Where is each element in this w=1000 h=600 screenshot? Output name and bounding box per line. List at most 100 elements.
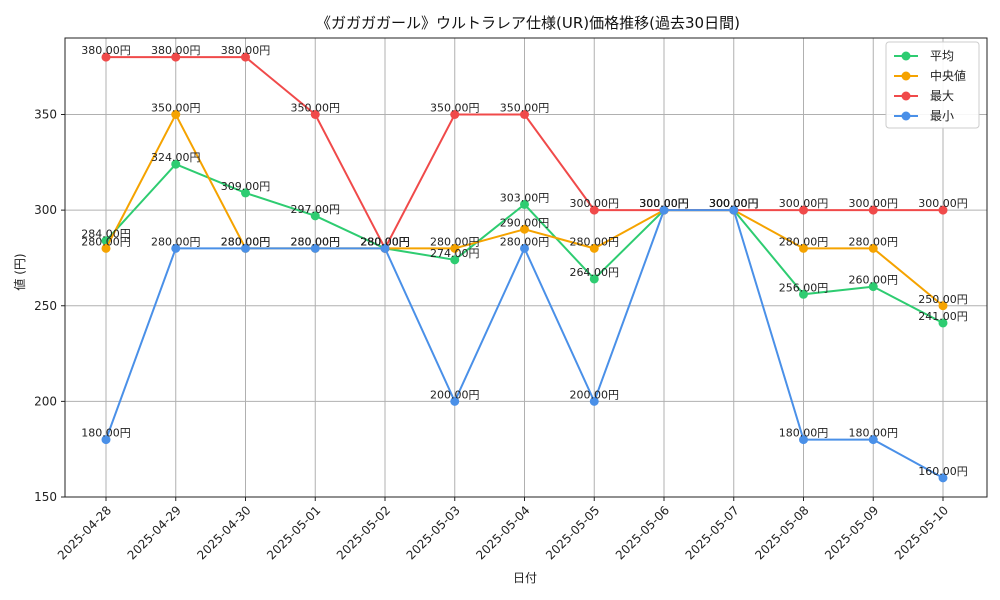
data-point xyxy=(450,255,460,265)
data-label: 180.00円 xyxy=(779,427,829,440)
data-point xyxy=(729,205,739,215)
data-label: 180.00円 xyxy=(81,427,131,440)
x-tick-label: 2025-04-28 xyxy=(55,503,114,562)
x-tick-label: 2025-05-06 xyxy=(613,503,672,562)
data-label: 300.00円 xyxy=(709,197,759,210)
data-label: 380.00円 xyxy=(151,44,201,57)
data-point xyxy=(799,289,808,299)
legend-item: 最大 xyxy=(894,89,954,103)
legend-marker xyxy=(901,111,911,121)
x-tick-label: 2025-05-04 xyxy=(473,503,532,562)
data-label: 300.00円 xyxy=(639,197,689,210)
data-label: 300.00円 xyxy=(918,197,968,210)
legend-marker xyxy=(901,71,911,81)
x-axis-title: 日付 xyxy=(513,571,537,585)
data-point xyxy=(589,243,599,253)
data-point xyxy=(310,243,320,253)
y-tick-label: 300 xyxy=(34,203,57,217)
data-label: 303.00円 xyxy=(500,191,550,204)
data-label: 256.00円 xyxy=(779,281,829,294)
data-point xyxy=(938,473,948,483)
data-point xyxy=(520,243,529,253)
data-label: 300.00円 xyxy=(709,197,759,210)
data-label: 200.00円 xyxy=(570,388,620,401)
data-label: 290.00円 xyxy=(500,216,550,229)
data-label: 241.00円 xyxy=(918,310,968,323)
data-label: 300.00円 xyxy=(570,197,620,210)
x-tick-label: 2025-04-29 xyxy=(125,503,184,562)
series-layer xyxy=(101,52,948,483)
legend-label: 中央値 xyxy=(930,68,966,83)
data-point xyxy=(310,110,320,119)
legend-item: 最小 xyxy=(894,109,954,123)
data-label: 297.00円 xyxy=(291,203,341,216)
data-label: 274.00円 xyxy=(430,247,480,260)
y-tick-label: 250 xyxy=(34,299,57,313)
data-labels: 284.00円324.00円309.00円297.00円280.00円274.0… xyxy=(81,44,968,478)
x-tick-label: 2025-05-03 xyxy=(404,503,463,562)
data-label: 264.00円 xyxy=(570,266,620,279)
data-label: 280.00円 xyxy=(779,235,829,248)
data-label: 280.00円 xyxy=(221,235,271,248)
data-label: 280.00円 xyxy=(151,235,201,248)
data-label: 300.00円 xyxy=(639,197,689,210)
series-3 xyxy=(101,205,948,483)
data-label: 280.00円 xyxy=(221,235,271,248)
data-point xyxy=(938,301,948,311)
data-label: 260.00円 xyxy=(849,274,899,287)
legend-label: 最大 xyxy=(930,89,954,103)
data-point xyxy=(799,243,808,253)
data-point xyxy=(101,243,111,253)
x-tick-label: 2025-04-30 xyxy=(194,503,253,562)
legend-item: 中央値 xyxy=(894,68,966,83)
y-axis: 150 200 250 300 350 xyxy=(34,108,65,504)
series-0 xyxy=(101,159,948,328)
legend-item: 平均 xyxy=(894,49,954,63)
data-point xyxy=(380,243,390,253)
data-point xyxy=(520,110,529,119)
data-point xyxy=(659,205,669,215)
legend-marker xyxy=(901,51,911,61)
x-axis: 2025-04-28 2025-04-29 2025-04-30 2025-05-01… xyxy=(55,497,951,562)
data-label: 250.00円 xyxy=(918,293,968,306)
data-point xyxy=(938,318,948,328)
x-tick-label: 2025-05-09 xyxy=(822,503,881,562)
data-point xyxy=(868,205,878,215)
data-label: 280.00円 xyxy=(570,235,620,248)
data-point xyxy=(450,396,460,406)
data-label: 280.00円 xyxy=(81,235,131,248)
data-label: 324.00円 xyxy=(151,151,201,164)
data-label: 350.00円 xyxy=(151,102,201,115)
data-label: 160.00円 xyxy=(918,465,968,478)
data-label: 280.00円 xyxy=(360,235,410,248)
data-label: 380.00円 xyxy=(81,44,131,57)
data-point xyxy=(520,224,529,234)
data-label: 200.00円 xyxy=(430,388,480,401)
data-point xyxy=(450,110,460,119)
data-label: 300.00円 xyxy=(709,197,759,210)
y-tick-label: 150 xyxy=(34,490,57,504)
data-label: 280.00円 xyxy=(291,235,341,248)
data-label: 280.00円 xyxy=(430,235,480,248)
data-point xyxy=(799,435,808,445)
data-label: 300.00円 xyxy=(779,197,829,210)
data-point xyxy=(868,435,878,445)
data-label: 350.00円 xyxy=(430,102,480,115)
data-label: 284.00円 xyxy=(81,228,131,241)
data-label: 300.00円 xyxy=(639,197,689,210)
x-tick-label: 2025-05-08 xyxy=(752,503,811,562)
data-label: 350.00円 xyxy=(291,102,341,115)
x-tick-label: 2025-05-01 xyxy=(264,503,323,562)
data-point xyxy=(868,243,878,253)
y-tick-label: 200 xyxy=(34,394,57,408)
x-tick-label: 2025-05-02 xyxy=(334,503,393,562)
data-label: 300.00円 xyxy=(639,197,689,210)
y-tick-label: 350 xyxy=(34,108,57,122)
plot-frame xyxy=(64,37,988,498)
data-point xyxy=(241,188,250,198)
chart-title: 《ガガガガール》ウルトラレア仕様(UR)価格推移(過去30日間) xyxy=(316,14,740,32)
legend-label: 最小 xyxy=(930,109,954,123)
data-label: 300.00円 xyxy=(849,197,899,210)
data-label: 380.00円 xyxy=(221,44,271,57)
